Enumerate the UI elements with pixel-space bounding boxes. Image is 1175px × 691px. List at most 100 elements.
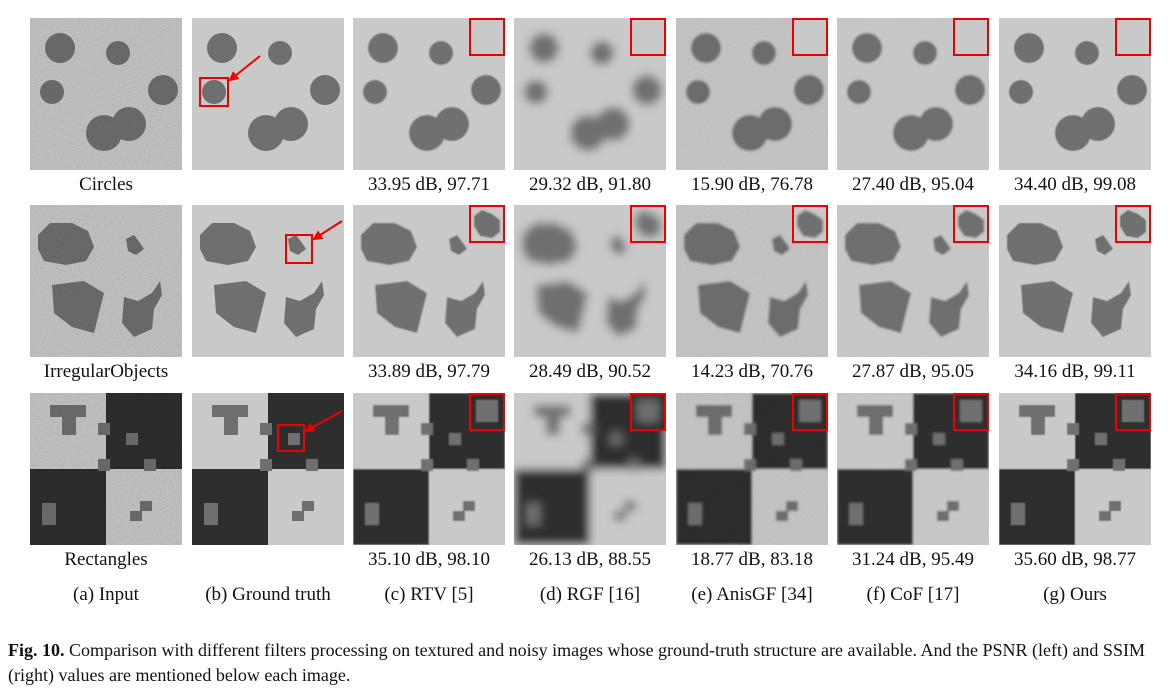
object [302,501,314,511]
noise [30,205,182,357]
object [449,433,461,445]
object [373,405,409,417]
object [1067,459,1079,471]
object [1021,281,1073,333]
object [274,107,308,141]
zoom-inset [1116,206,1150,242]
metric-label: 29.32 dB, 91.80 [529,174,651,195]
zoom-inset [631,206,665,242]
column-label: (b) Ground truth [205,584,331,605]
inset-content [954,19,988,55]
object [534,405,570,417]
inset-content [954,394,988,430]
object [624,501,636,511]
image-content [999,393,1151,545]
object [435,107,469,141]
zoom-inset [631,394,665,430]
object [445,281,485,337]
object [1117,75,1147,105]
object [1019,405,1055,417]
object [463,501,475,511]
image-panel [514,393,666,545]
zoom-box [953,393,989,431]
image-panel [192,393,344,545]
object [421,459,433,471]
highlight-box [285,234,313,264]
inset-content [470,206,504,242]
image-panel [353,205,505,357]
object [1120,210,1146,238]
object [546,417,560,435]
zoom-inset [470,206,504,242]
object [536,281,588,333]
zoom-inset [793,19,827,55]
image-panel [999,18,1151,170]
caption: Fig. 10. Comparison with different filte… [8,638,1170,688]
column-label: (a) Input [73,584,140,605]
object [260,459,272,471]
object [1122,400,1144,422]
object [1095,433,1107,445]
object [474,210,500,238]
image-panel [837,18,989,170]
object [1014,33,1044,63]
image-panel [676,205,828,357]
object [207,33,237,63]
object [958,210,984,238]
object [1109,501,1121,511]
object [1007,223,1063,265]
metric-label: 33.89 dB, 97.79 [368,361,490,382]
object [363,80,387,104]
inset-content [793,206,827,242]
row-label: Circles [79,174,133,195]
inset-content [954,206,988,242]
object [284,281,324,337]
metric-label: 35.60 dB, 98.77 [1014,549,1136,570]
inset-content [470,19,504,55]
object [368,33,398,63]
object [292,511,304,521]
object [288,433,300,445]
image-panel [999,205,1151,357]
metric-label: 31.24 dB, 95.49 [852,549,974,570]
highlight-box [277,424,305,452]
zoom-inset [954,206,988,242]
image-panel [999,393,1151,545]
object [200,223,256,265]
object [306,459,318,471]
image-content [192,18,344,170]
zoom-inset [470,19,504,55]
zoom-box [630,205,666,243]
object [467,459,479,471]
object [260,423,272,435]
zoom-box [792,205,828,243]
zoom-inset [1116,394,1150,430]
inset-content [631,394,665,430]
zoom-box [469,393,505,431]
object [385,417,399,435]
zoom-box [953,18,989,56]
arrow [312,220,343,241]
metric-label: 35.10 dB, 98.10 [368,549,490,570]
object [1009,80,1033,104]
object [421,423,433,435]
metric-label: 14.23 dB, 70.76 [691,361,813,382]
metric-label: 28.49 dB, 90.52 [529,361,651,382]
zoom-box [792,18,828,56]
image-content [353,205,505,357]
metric-label: 26.13 dB, 88.55 [529,549,651,570]
metric-label: 33.95 dB, 97.71 [368,174,490,195]
object [582,459,594,471]
object [449,235,467,255]
background-region [353,469,429,545]
background [1116,19,1150,55]
object [1031,417,1045,435]
object [526,503,540,525]
background [631,19,665,55]
background-region [192,469,268,545]
object [1067,423,1079,435]
object [268,41,292,65]
inset-content [631,19,665,55]
zoom-inset [954,394,988,430]
background [793,19,827,55]
